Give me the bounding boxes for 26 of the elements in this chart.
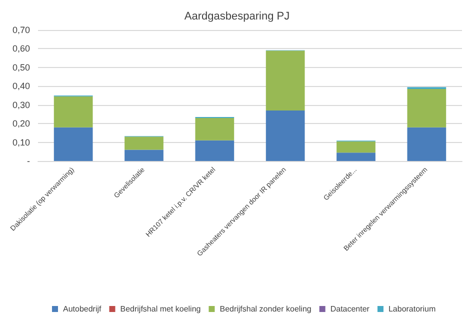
y-tick-label: 0,10	[12, 137, 30, 148]
bar	[124, 136, 164, 150]
bar	[54, 96, 93, 128]
bar	[407, 127, 446, 161]
y-tick-label: 0,50	[12, 62, 30, 72]
bar	[124, 150, 164, 161]
bar	[195, 140, 234, 161]
chart-title: Aardgasbesparing PJ	[184, 10, 290, 22]
y-tick-label: -	[27, 156, 30, 166]
bar	[54, 127, 93, 161]
y-tick-label: 0,60	[12, 44, 30, 54]
legend-label: Laboratorium	[388, 304, 436, 314]
legend-label: Bedrijfshal met koeling	[120, 304, 201, 314]
bar	[266, 50, 305, 110]
y-tick-label: 0,40	[12, 81, 30, 92]
legend-label: Autobedrijf	[63, 304, 102, 314]
y-tick-label: 0,30	[12, 100, 30, 110]
bar	[195, 118, 234, 140]
bar	[336, 141, 376, 153]
y-tick-label: 0,70	[12, 25, 30, 35]
y-tick-label: 0,20	[12, 118, 30, 129]
bar	[336, 152, 376, 161]
legend-label: Bedrijfshal zonder koeling	[220, 304, 312, 314]
legend-label: Datacenter	[330, 304, 370, 314]
bar	[266, 110, 305, 161]
bar	[407, 88, 446, 128]
